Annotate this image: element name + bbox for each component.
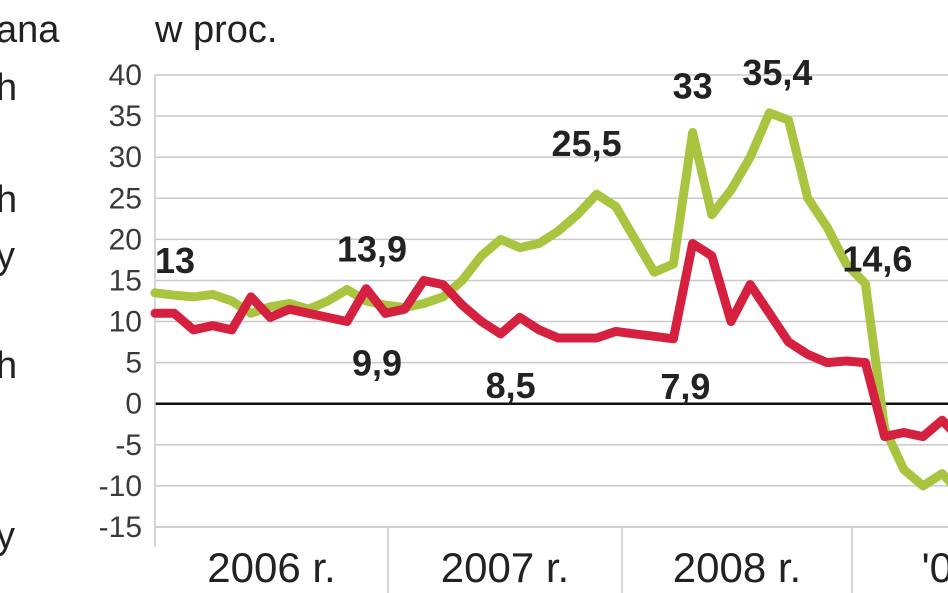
y-tick-label: 25 <box>109 182 142 215</box>
x-period-label: 2006 r. <box>207 544 335 591</box>
left-text-fragment: h <box>0 67 17 109</box>
x-axis: 2006 r. 2007 r. 2008 r. '09 <box>155 526 948 593</box>
data-label: 8,5 <box>486 365 536 406</box>
y-tick-label: -5 <box>115 429 142 462</box>
x-period-label: 2007 r. <box>441 544 569 591</box>
x-period-label: '09 <box>922 544 948 591</box>
series-line-green <box>150 108 948 491</box>
left-text-fragment: y <box>0 235 15 277</box>
unit-label: w proc. <box>154 9 277 51</box>
y-tick-label: 10 <box>109 306 142 339</box>
y-tick-label: 20 <box>109 223 142 256</box>
left-text-fragment: y <box>0 515 15 557</box>
series-group <box>150 108 948 491</box>
left-text-fragment: h <box>0 179 17 221</box>
y-tick-label: 0 <box>125 388 142 421</box>
data-label: 35,4 <box>742 52 812 93</box>
data-label: 25,5 <box>552 123 622 164</box>
data-label: 13,9 <box>337 228 407 269</box>
data-label: 14,6 <box>842 239 912 280</box>
y-tick-label: 35 <box>109 100 142 133</box>
left-text-fragment: ana <box>0 9 60 51</box>
left-text-fragment: h <box>0 345 17 387</box>
y-tick-label: 5 <box>125 347 142 380</box>
x-period-label: 2008 r. <box>673 544 801 591</box>
y-tick-label: 15 <box>109 264 142 297</box>
y-tick-label: 30 <box>109 141 142 174</box>
y-tick-label: -15 <box>99 511 142 544</box>
left-text-column: ana h h y h y <box>0 9 60 557</box>
y-tick-label: -10 <box>99 470 142 503</box>
series-line-red <box>150 239 948 442</box>
data-label: 9,9 <box>352 343 402 384</box>
data-label: 33 <box>673 66 713 107</box>
data-labels: 13 13,9 25,5 33 35,4 14,6 9,9 8,5 7,9 <box>155 52 912 407</box>
data-label: 7,9 <box>660 366 710 407</box>
y-axis: 40 35 30 25 20 15 10 5 0 -5 -10 -15 <box>99 59 142 544</box>
y-tick-label: 40 <box>109 59 142 92</box>
data-label: 13 <box>155 240 195 281</box>
